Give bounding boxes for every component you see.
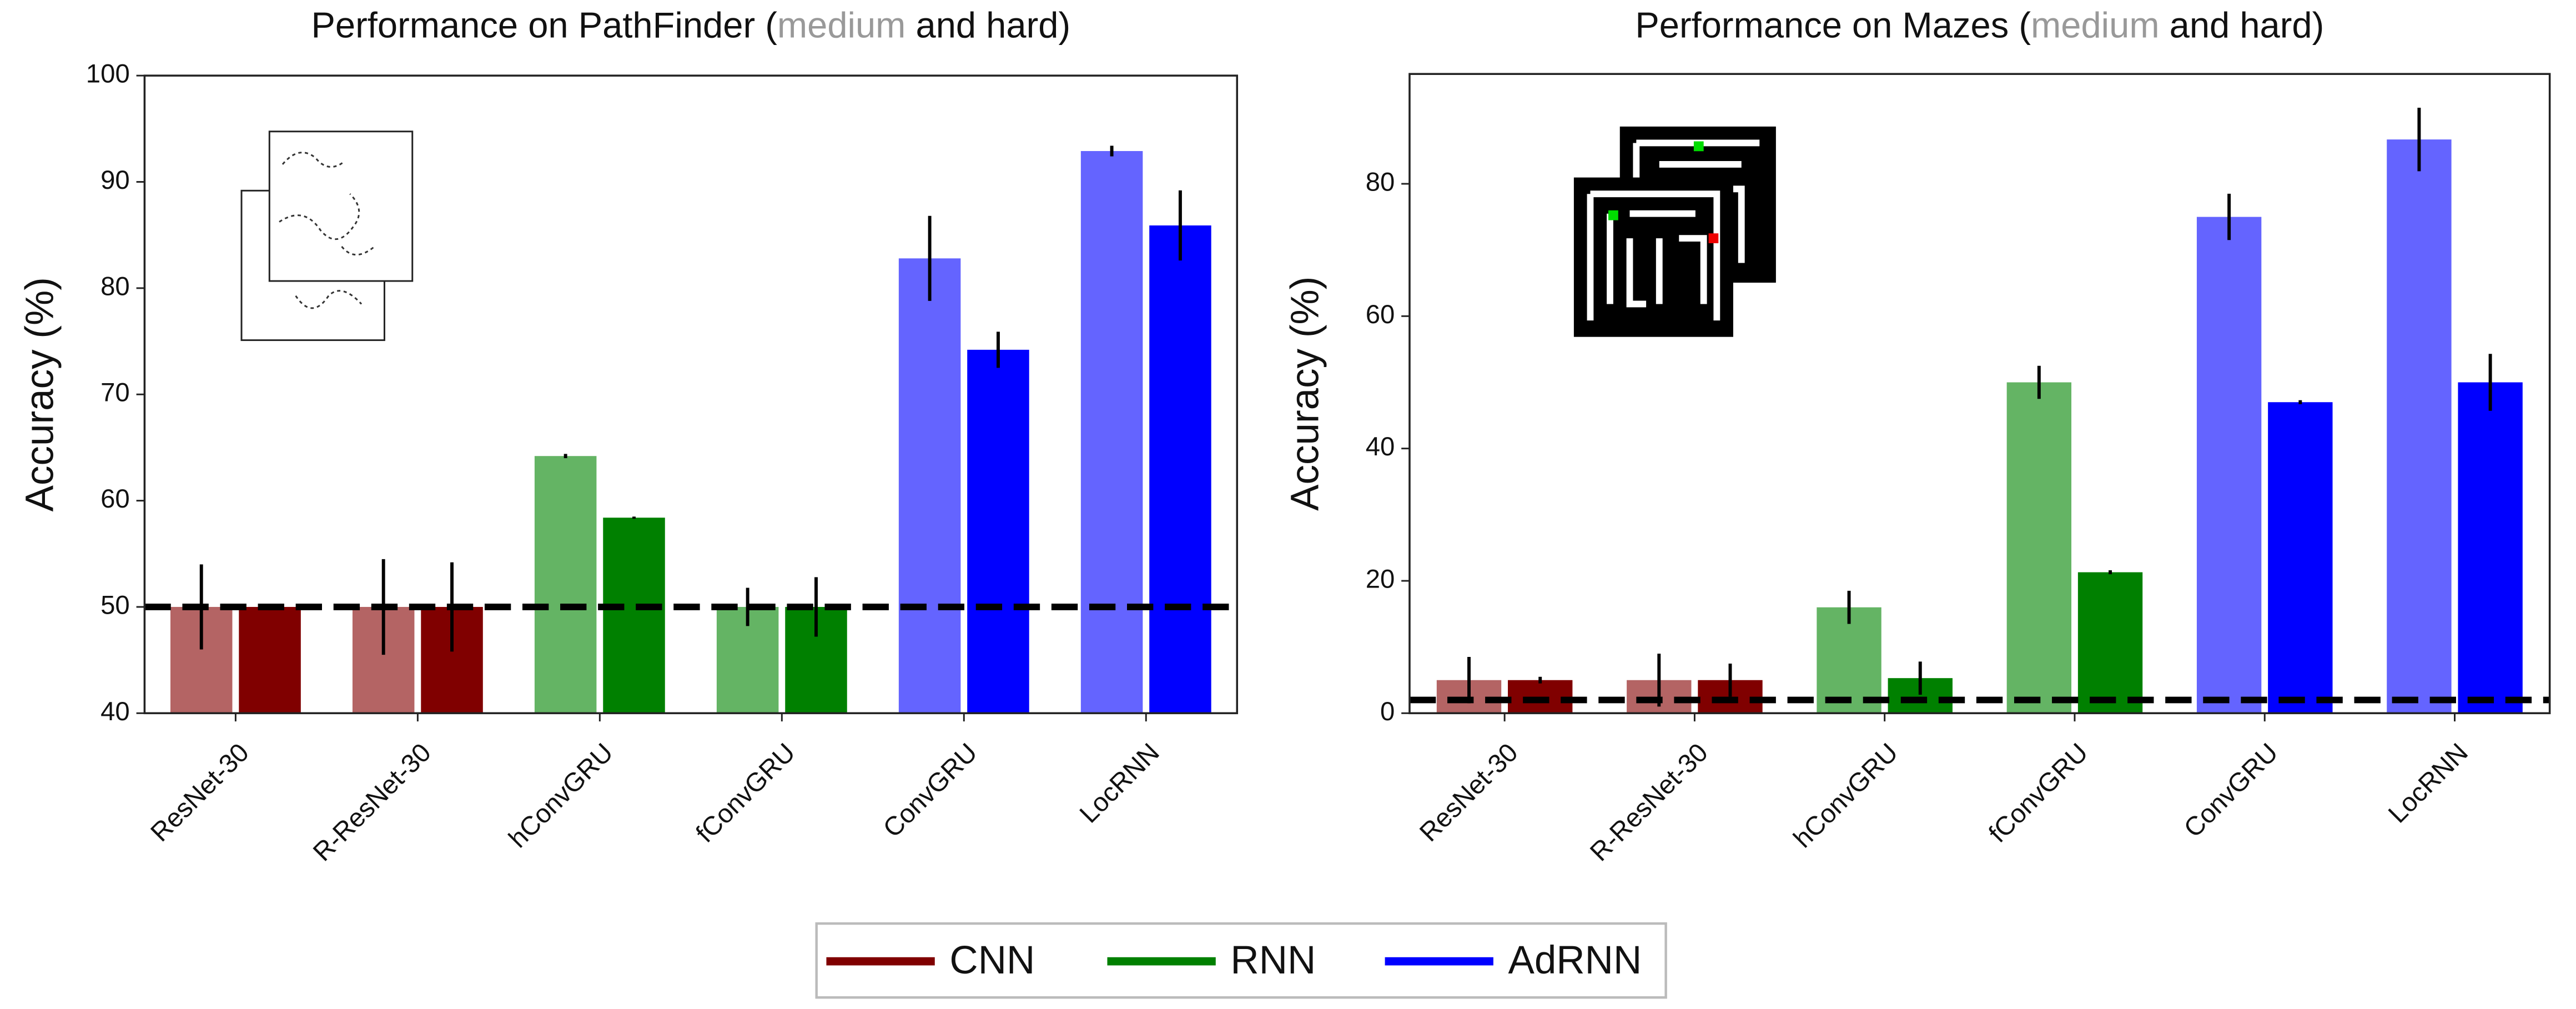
y-axis-label: Accuracy (%)	[18, 277, 62, 511]
bar	[2458, 382, 2522, 713]
y-tick-label: 80	[100, 272, 130, 301]
chart-title: Performance on PathFinder (medium and ha…	[311, 5, 1071, 46]
bar	[899, 258, 961, 713]
bar	[1149, 225, 1211, 713]
bar	[2197, 217, 2261, 714]
legend: CNN RNN AdRNN	[817, 923, 1666, 997]
legend-label: AdRNN	[1508, 938, 1642, 982]
title-part: medium	[777, 5, 906, 46]
y-tick-label: 90	[100, 165, 130, 195]
title-part: Performance on PathFinder (	[311, 5, 778, 46]
bar	[967, 350, 1029, 713]
bar	[1081, 151, 1143, 713]
y-tick-label: 40	[100, 697, 130, 726]
y-tick-label: 80	[1366, 168, 1395, 197]
y-tick-label: 50	[100, 590, 130, 620]
title-part: medium	[2031, 5, 2160, 46]
y-axis-label: Accuracy (%)	[1283, 277, 1327, 511]
bar	[2078, 572, 2142, 713]
title-part: and hard)	[905, 5, 1070, 46]
y-tick-label: 20	[1366, 564, 1395, 594]
bar	[1508, 680, 1572, 714]
title-part: Performance on Mazes (	[1635, 5, 2031, 46]
y-tick-label: 70	[100, 378, 130, 408]
bar	[603, 518, 665, 713]
y-tick-label: 60	[100, 484, 130, 514]
bar	[2268, 402, 2332, 713]
legend-label: CNN	[949, 938, 1035, 982]
legend-label: RNN	[1230, 938, 1316, 982]
title-part: and hard)	[2160, 5, 2325, 46]
y-tick-label: 40	[1366, 432, 1395, 461]
y-tick-label: 60	[1366, 300, 1395, 329]
bar	[535, 456, 597, 713]
figure: CNNRNNAdRNN Performance on PathFinder (m…	[0, 0, 2576, 1009]
bar	[2387, 139, 2451, 713]
bar	[2007, 382, 2071, 713]
y-tick-label: 0	[1380, 697, 1395, 726]
chart-title: Performance on Mazes (medium and hard)	[1635, 5, 2324, 46]
y-tick-label: 100	[86, 59, 130, 89]
bar	[239, 607, 301, 713]
